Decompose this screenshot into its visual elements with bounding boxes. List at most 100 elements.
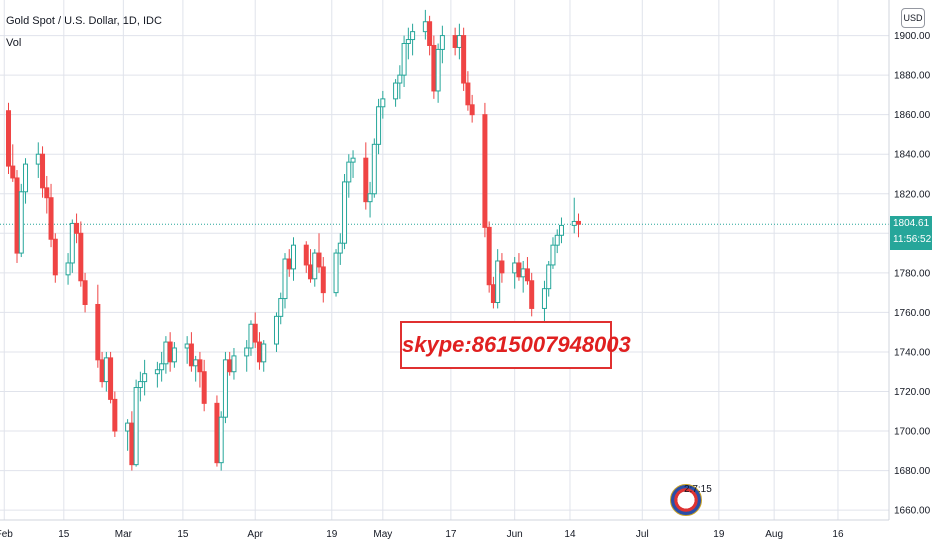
candle bbox=[218, 411, 224, 471]
candle bbox=[554, 229, 560, 254]
candle-body bbox=[133, 387, 139, 466]
candle-body bbox=[303, 244, 309, 266]
candle bbox=[44, 175, 50, 214]
candle bbox=[6, 102, 12, 174]
candle bbox=[320, 257, 326, 303]
candle bbox=[397, 65, 403, 99]
candle bbox=[516, 253, 522, 281]
candle-body bbox=[575, 220, 581, 225]
candle bbox=[125, 419, 131, 451]
candle bbox=[312, 249, 318, 287]
candle-body bbox=[193, 359, 199, 367]
candle bbox=[482, 102, 488, 238]
y-tick-label: 1780.00 bbox=[894, 268, 931, 279]
x-tick-label: Aug bbox=[765, 529, 783, 540]
candle bbox=[261, 340, 267, 372]
candle-body bbox=[227, 359, 233, 373]
candle-body bbox=[431, 44, 437, 92]
candle bbox=[282, 253, 288, 309]
time-axis[interactable]: Feb 15 Mar 15 Apr 19 May 17 Jun 14 Jul 19 Aug 16 bbox=[0, 529, 844, 540]
candle bbox=[376, 98, 382, 155]
candle bbox=[490, 276, 496, 309]
candle-body bbox=[95, 303, 101, 361]
candle-body bbox=[363, 157, 369, 203]
candle bbox=[439, 25, 445, 64]
y-tick-label: 1700.00 bbox=[894, 427, 931, 438]
candle-body bbox=[482, 114, 488, 228]
watermark-text: skype:8615007948003 bbox=[400, 321, 631, 369]
candle-body bbox=[14, 177, 20, 254]
candle bbox=[337, 233, 343, 265]
candle bbox=[333, 249, 339, 297]
candle-body bbox=[316, 252, 322, 268]
candle bbox=[193, 355, 199, 382]
candle-body bbox=[499, 260, 505, 274]
candle-body bbox=[214, 402, 220, 464]
candle bbox=[40, 146, 46, 198]
x-tick-label: Jul bbox=[636, 529, 649, 540]
candle-body bbox=[261, 343, 267, 363]
candle-body bbox=[397, 74, 403, 84]
candle-body bbox=[546, 264, 552, 290]
candle bbox=[222, 351, 228, 424]
candle-body bbox=[541, 288, 547, 309]
candle bbox=[10, 144, 16, 182]
candle bbox=[65, 253, 71, 285]
x-tick-label: 14 bbox=[564, 529, 576, 540]
y-tick-label: 1680.00 bbox=[894, 466, 931, 477]
candle-body bbox=[529, 280, 535, 309]
candle bbox=[499, 253, 505, 283]
candle bbox=[512, 257, 518, 289]
candle bbox=[18, 183, 24, 258]
candle bbox=[171, 342, 177, 368]
candle bbox=[184, 336, 190, 364]
symbol-title[interactable]: Gold Spot / U.S. Dollar, 1D, IDC bbox=[6, 15, 162, 27]
candle bbox=[469, 94, 475, 123]
candle-body bbox=[410, 31, 416, 41]
candle bbox=[405, 27, 411, 60]
candle-body bbox=[452, 35, 458, 48]
candle bbox=[248, 320, 254, 356]
candle bbox=[290, 237, 296, 281]
y-tick-label: 1720.00 bbox=[894, 387, 931, 398]
candle-body bbox=[163, 341, 169, 365]
candle-body bbox=[248, 323, 254, 349]
candle bbox=[401, 35, 407, 87]
candle bbox=[188, 332, 194, 372]
candle-body bbox=[516, 262, 522, 278]
candle-body bbox=[401, 42, 407, 76]
candle-body bbox=[48, 197, 54, 240]
candle-body bbox=[184, 343, 190, 349]
candle bbox=[350, 150, 356, 178]
candle-body bbox=[278, 298, 284, 317]
candle bbox=[74, 213, 80, 244]
candle-body bbox=[74, 222, 80, 234]
candle-body bbox=[52, 238, 58, 276]
candle-body bbox=[167, 341, 173, 363]
candle bbox=[452, 27, 458, 56]
x-tick-label: 19 bbox=[713, 529, 725, 540]
candle bbox=[571, 197, 577, 234]
candle-body bbox=[550, 244, 556, 266]
candle bbox=[316, 233, 322, 273]
candle bbox=[575, 213, 581, 238]
candle bbox=[214, 395, 220, 467]
candle-body bbox=[218, 416, 224, 464]
candle bbox=[35, 142, 41, 178]
candle-body bbox=[371, 143, 377, 195]
candle-body bbox=[524, 268, 530, 282]
candle-body bbox=[495, 260, 501, 304]
price-axis[interactable]: 1660.00 1680.00 1700.00 1720.00 1740.00 1760.… bbox=[894, 31, 931, 517]
candle-body bbox=[486, 226, 492, 286]
candle bbox=[154, 361, 160, 388]
candle bbox=[227, 351, 233, 376]
candle-body bbox=[435, 48, 441, 92]
candle-body bbox=[512, 262, 518, 274]
y-tick-label: 1740.00 bbox=[894, 347, 931, 358]
currency-button[interactable]: USD bbox=[901, 8, 925, 28]
candle-body bbox=[456, 35, 462, 48]
candle bbox=[142, 359, 148, 396]
candle-body bbox=[10, 165, 16, 179]
volume-indicator-label[interactable]: Vol bbox=[6, 37, 22, 49]
